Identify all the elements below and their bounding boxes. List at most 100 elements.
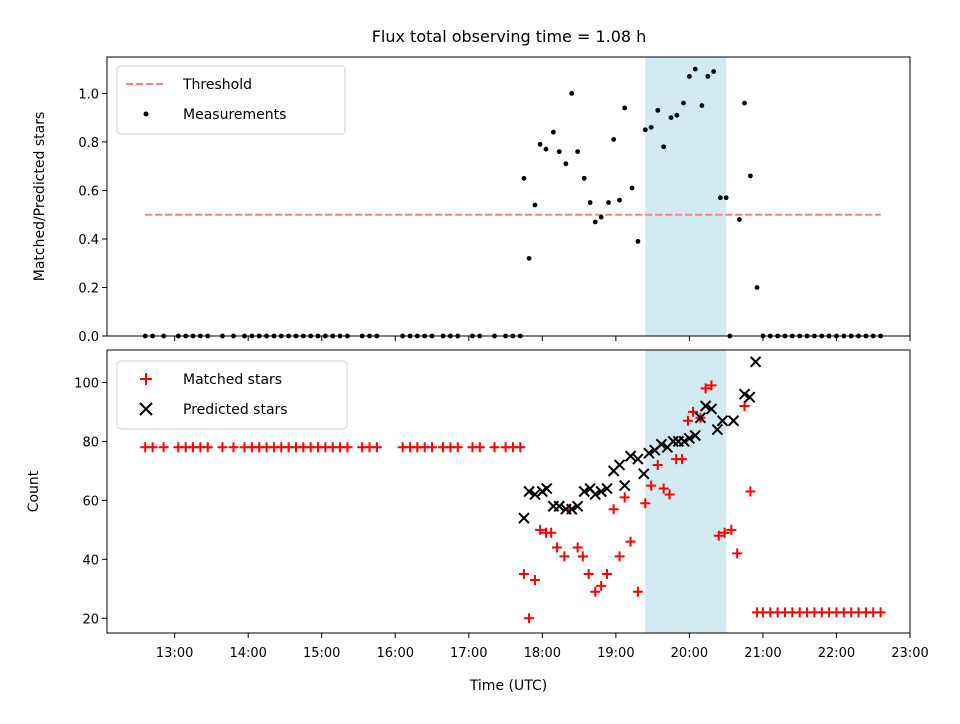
chart-title: Flux total observing time = 1.08 h	[372, 27, 647, 46]
matched-star-point	[619, 492, 630, 503]
matched-star-point	[427, 442, 438, 453]
matched-star-point	[228, 442, 239, 453]
predicted-star-point	[541, 482, 553, 495]
measurement-point	[521, 175, 527, 181]
legend-predicted-label: Predicted stars	[183, 402, 288, 418]
top-y-axis-label: Matched/Predicted stars	[32, 112, 48, 282]
measurement-point	[668, 115, 674, 121]
predicted-star-point	[618, 479, 631, 492]
measurement-point	[711, 69, 717, 74]
top-y-ticks: 0.0 0.2 0.4 0.6 0.8 1.0	[78, 87, 107, 345]
measurement-point	[611, 137, 617, 142]
top-legend: Threshold Measurements	[116, 65, 346, 135]
xtick-label: 16:00	[377, 646, 414, 661]
predicted-star-point	[566, 503, 578, 515]
measurement-point	[642, 127, 648, 133]
predicted-star-point	[518, 512, 530, 524]
predicted-star-point	[699, 400, 712, 412]
predicted-star-point	[678, 435, 690, 448]
measurement-point	[736, 217, 742, 222]
matched-star-point	[875, 607, 886, 618]
matched-star-point	[614, 551, 625, 562]
matched-star-point	[682, 415, 693, 426]
measurement-point	[635, 238, 641, 244]
xtick-label: 21:00	[744, 646, 781, 661]
predicted-star-point	[689, 429, 701, 442]
predicted-star-point	[711, 423, 724, 436]
top-ytick-label: 0.6	[78, 184, 99, 199]
bottom-legend-box	[116, 360, 348, 430]
matched-stars-points	[140, 380, 886, 624]
matched-star-point	[664, 489, 675, 500]
measurement-point	[723, 195, 729, 201]
predicted-star-point	[705, 403, 718, 415]
matched-star-point	[658, 483, 669, 494]
bottom-x-ticks: 13:00 14:00 15:00 16:00 17:00 18:00 19:00 20:00…	[156, 633, 929, 661]
xtick-label: 20:00	[671, 646, 708, 661]
measurement-point	[526, 255, 532, 261]
matched-star-point	[677, 454, 688, 465]
matched-star-point	[726, 524, 737, 535]
measurement-point	[598, 214, 604, 220]
measurement-point	[556, 149, 562, 155]
predicted-star-point	[589, 488, 601, 501]
bottom-panel: 20 40 60 80 100 13:00 14:00 15:00 16:00 17:00 18:…	[26, 349, 929, 694]
matched-star-point	[596, 580, 607, 591]
measurement-point	[575, 149, 581, 155]
measurement-point	[754, 285, 760, 290]
predicted-star-point	[595, 485, 607, 498]
matched-star-point	[515, 442, 526, 453]
xtick-label: 15:00	[303, 646, 340, 661]
measurement-point	[686, 74, 692, 79]
top-ytick-label: 1.0	[78, 87, 99, 102]
matched-star-point	[529, 574, 540, 585]
matched-star-point	[524, 613, 535, 624]
predicted-star-point	[632, 453, 644, 465]
measurement-point	[617, 197, 622, 203]
measurement-point	[550, 129, 556, 135]
matched-star-point	[202, 442, 213, 453]
measurement-point	[692, 66, 698, 72]
measurement-point	[655, 107, 661, 113]
predicted-star-point	[716, 415, 729, 427]
top-ytick-label: 0.4	[78, 233, 99, 248]
predicted-star-point	[683, 432, 696, 445]
measurement-point	[622, 105, 628, 111]
predicted-star-point	[638, 468, 650, 480]
predicted-star-point	[738, 388, 751, 400]
matched-star-point	[590, 586, 601, 597]
matched-star-point	[745, 486, 756, 497]
xtick-label: 17:00	[450, 646, 487, 661]
matched-star-point	[546, 527, 557, 538]
predicted-star-point	[655, 438, 668, 451]
measurement-point	[563, 161, 569, 167]
matched-star-point	[646, 480, 657, 491]
predicted-star-point	[749, 356, 762, 368]
measurement-point	[581, 175, 587, 181]
measurement-point	[537, 141, 543, 147]
matched-star-point	[706, 380, 717, 391]
measurement-point	[742, 100, 747, 106]
predicted-star-point	[553, 500, 565, 512]
bottom-ytick-label: 40	[82, 553, 99, 568]
matched-star-point	[452, 442, 463, 453]
top-legend-box	[116, 65, 346, 135]
measurement-point	[661, 144, 667, 150]
matched-star-point	[632, 586, 643, 597]
measurement-point	[748, 173, 753, 179]
predicted-star-point	[578, 485, 590, 498]
predicted-star-point	[523, 485, 535, 498]
bottom-y-ticks: 20 40 60 80 100	[74, 376, 107, 627]
xtick-label: 19:00	[597, 646, 634, 661]
matched-star-point	[474, 442, 485, 453]
matched-star-point	[518, 569, 529, 580]
measurement-point	[629, 185, 635, 191]
matched-star-point	[552, 542, 563, 553]
legend-threshold-label: Threshold	[182, 77, 252, 93]
measurement-point	[717, 195, 723, 201]
matched-star-point	[713, 530, 724, 541]
matched-star-point	[608, 504, 619, 515]
measurement-point	[705, 74, 711, 79]
matched-star-point	[583, 569, 594, 580]
predicted-star-point	[667, 435, 679, 448]
